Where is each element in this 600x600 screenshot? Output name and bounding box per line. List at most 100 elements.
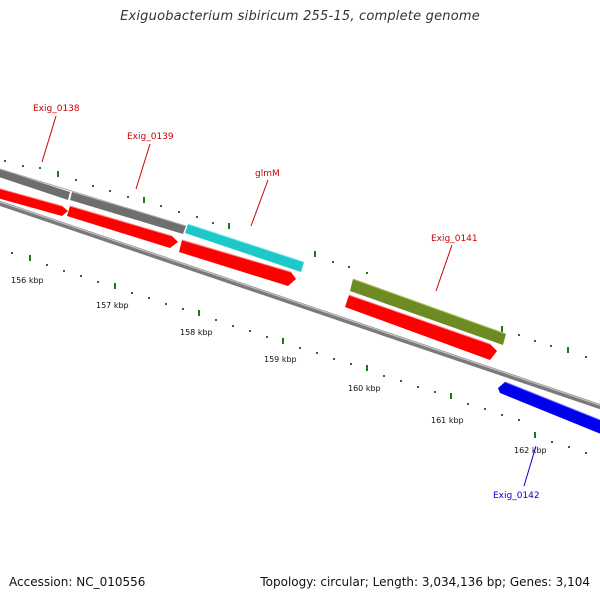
- scale-label: 161 kbp: [431, 416, 464, 425]
- tick-mark: [551, 441, 553, 443]
- tick-mark: [148, 297, 150, 299]
- tick-mark: [534, 340, 536, 342]
- gene-label-exig-0139[interactable]: Exig_0139: [127, 132, 174, 142]
- tick-mark: [567, 347, 569, 353]
- figure-title: Exiguobacterium sibiricum 255-15, comple…: [120, 9, 480, 24]
- scale-label: 157 kbp: [96, 301, 129, 310]
- tick-mark: [182, 308, 184, 310]
- tick-mark: [22, 165, 24, 167]
- tick-mark: [534, 432, 536, 438]
- gene-label-exig-0138[interactable]: Exig_0138: [33, 104, 80, 114]
- gene-glmm-edge: [187, 223, 305, 263]
- cds-exig-0138[interactable]: [0, 186, 68, 216]
- tick-mark: [165, 303, 167, 305]
- tick-mark: [160, 205, 162, 207]
- tick-mark: [350, 363, 352, 365]
- tick-mark: [348, 266, 350, 268]
- cds-exig-0139-highlight: [69, 205, 173, 237]
- tick-mark: [434, 391, 436, 393]
- tick-mark: [228, 223, 230, 229]
- tick-mark: [212, 222, 214, 224]
- cds-exig-0139[interactable]: [67, 206, 178, 248]
- tick-mark: [4, 160, 6, 162]
- leader-exig-0142: [523, 445, 537, 487]
- genome-backbone: [0, 200, 600, 410]
- gene-exig-0139[interactable]: [70, 192, 186, 234]
- tick-mark: [39, 167, 41, 169]
- cds-exig-0141[interactable]: [345, 295, 497, 360]
- gene-exig-0142-edge: [504, 381, 600, 421]
- cds-exig-0138-highlight: [0, 188, 63, 207]
- gene-labels: Exig_0138 Exig_0139 glmM Exig_0141 Exig_…: [33, 104, 540, 501]
- tick-mark: [80, 275, 82, 277]
- topology-summary-text: Topology: circular; Length: 3,034,136 bp…: [260, 575, 590, 589]
- gene-exig-0138[interactable]: [0, 166, 70, 200]
- leader-glmm: [250, 179, 269, 227]
- tick-mark: [131, 292, 133, 294]
- tick-mark: [232, 325, 234, 327]
- tick-mark: [198, 310, 200, 316]
- tick-mark: [316, 352, 318, 354]
- leader-exig-0141: [435, 244, 453, 292]
- gene-label-exig-0141[interactable]: Exig_0141: [431, 234, 478, 244]
- gene-exig-0141[interactable]: [350, 279, 506, 345]
- outer-tick-row: [4, 160, 587, 358]
- tick-mark: [46, 264, 48, 266]
- gene-label-exig-0142[interactable]: Exig_0142: [493, 491, 540, 501]
- tick-mark: [178, 211, 180, 213]
- tick-mark: [366, 365, 368, 371]
- tick-mark: [518, 419, 520, 421]
- tick-mark: [127, 196, 129, 198]
- tick-mark: [114, 283, 116, 289]
- tick-mark: [417, 386, 419, 388]
- tick-mark: [585, 356, 587, 358]
- tick-mark: [383, 375, 385, 377]
- scale-label: 156 kbp: [11, 276, 44, 285]
- gene-label-glmm[interactable]: glmM: [255, 169, 280, 179]
- accession-text: Accession: NC_010556: [9, 575, 146, 589]
- tick-mark: [92, 185, 94, 187]
- scale-label: 158 kbp: [180, 328, 213, 337]
- tick-mark: [97, 281, 99, 283]
- tick-mark: [282, 338, 284, 344]
- tick-mark: [484, 408, 486, 410]
- gene-exig-0138-edge: [0, 168, 187, 227]
- gene-glmm[interactable]: [185, 224, 304, 272]
- tick-mark: [333, 358, 335, 360]
- scale-label: 160 kbp: [348, 384, 381, 393]
- tick-mark: [63, 270, 65, 272]
- scale-labels: 156 kbp 157 kbp 158 kbp 159 kbp 160 kbp …: [11, 276, 547, 455]
- tick-mark: [568, 446, 570, 448]
- forward-genes: [0, 166, 507, 345]
- gene-exig-0141-edge: [352, 278, 507, 335]
- tick-mark: [299, 347, 301, 349]
- cds-glmm[interactable]: [179, 240, 296, 286]
- tick-mark: [109, 190, 111, 192]
- gene-exig-0142[interactable]: [498, 382, 600, 436]
- label-leaders: [41, 115, 537, 487]
- tick-mark: [501, 326, 503, 332]
- cds-exig-0141-highlight: [348, 294, 491, 345]
- cds-highlights: [0, 188, 491, 345]
- tick-mark: [366, 272, 368, 274]
- cds-glmm-highlight: [181, 239, 292, 273]
- tick-mark: [196, 216, 198, 218]
- tick-mark: [585, 452, 587, 454]
- tick-mark: [266, 336, 268, 338]
- tick-mark: [143, 197, 145, 203]
- tick-mark: [518, 334, 520, 336]
- tick-mark: [450, 393, 452, 399]
- leader-exig-0138: [41, 115, 57, 163]
- tick-mark: [75, 179, 77, 181]
- genome-backbone-highlight: [0, 201, 600, 406]
- tick-mark: [314, 251, 316, 257]
- scale-label: 162 kbp: [514, 446, 547, 455]
- tick-mark: [11, 252, 13, 254]
- tick-mark: [215, 319, 217, 321]
- tick-mark: [501, 414, 503, 416]
- tick-mark: [400, 380, 402, 382]
- cds-features: [0, 186, 497, 360]
- tick-mark: [29, 255, 31, 261]
